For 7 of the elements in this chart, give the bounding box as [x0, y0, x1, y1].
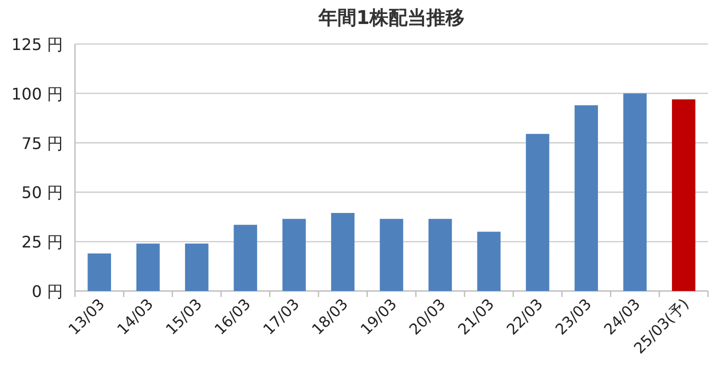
ytick: 25 円 [22, 232, 63, 252]
ytick: 50 円 [22, 183, 63, 202]
ytick: 75 円 [22, 134, 63, 153]
title: 年間1株配当推移 [318, 7, 465, 29]
ytick: 0 円 [32, 282, 63, 301]
ytick: 100 円 [11, 84, 63, 104]
ytick: 125 円 [11, 35, 63, 54]
